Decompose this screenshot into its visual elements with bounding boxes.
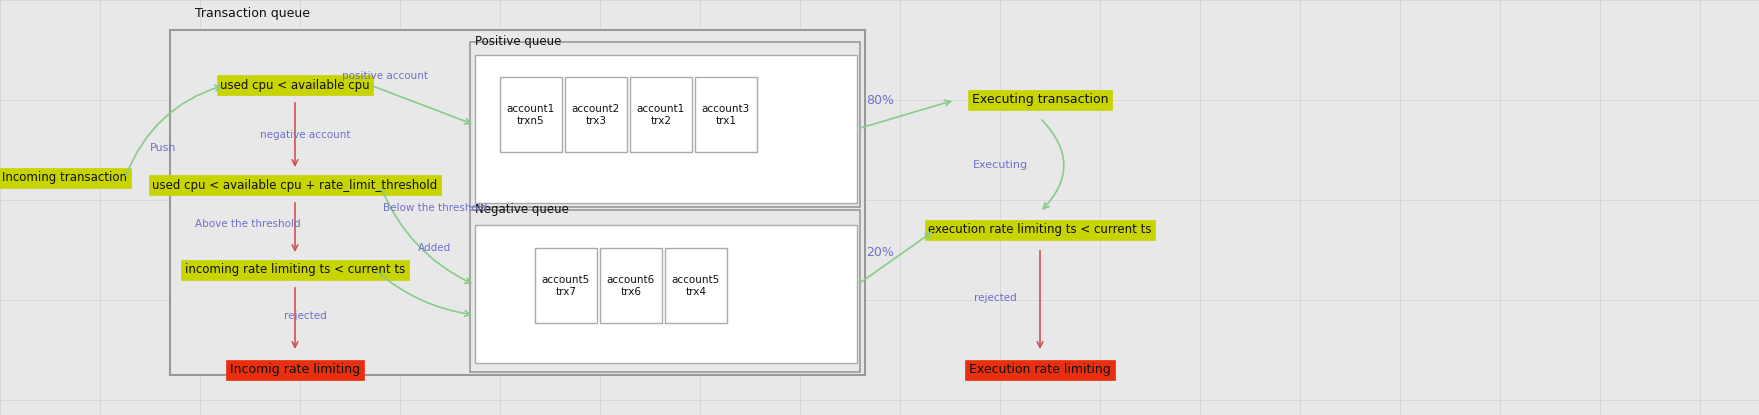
Bar <box>500 78 561 152</box>
Text: account3
trx1: account3 trx1 <box>702 104 749 126</box>
Text: account1
trx2: account1 trx2 <box>637 104 684 126</box>
Text: Incomig rate limiting: Incomig rate limiting <box>230 364 361 376</box>
Text: Below the threshold: Below the threshold <box>383 203 487 213</box>
Bar <box>470 210 860 372</box>
Text: positive account: positive account <box>341 71 427 81</box>
Bar <box>475 55 857 203</box>
Text: 20%: 20% <box>865 247 894 259</box>
Text: Positive queue: Positive queue <box>475 35 561 48</box>
Bar <box>470 42 860 207</box>
Text: account5
trx4: account5 trx4 <box>672 275 719 297</box>
Text: Executing transaction: Executing transaction <box>971 93 1108 107</box>
Text: Executing: Executing <box>973 160 1027 170</box>
Text: Push: Push <box>150 143 176 153</box>
Text: Added: Added <box>419 243 452 253</box>
Bar <box>535 249 596 324</box>
Text: execution rate limiting ts < current ts: execution rate limiting ts < current ts <box>929 224 1152 237</box>
Bar <box>630 78 691 152</box>
Text: Transaction queue: Transaction queue <box>195 7 310 20</box>
Text: negative account: negative account <box>260 130 350 140</box>
Text: 80%: 80% <box>865 93 894 107</box>
Bar <box>600 249 661 324</box>
Text: account2
trx3: account2 trx3 <box>572 104 621 126</box>
Text: rejected: rejected <box>283 311 327 321</box>
Text: Above the threshold: Above the threshold <box>195 219 301 229</box>
Text: account5
trx7: account5 trx7 <box>542 275 589 297</box>
Text: Incoming transaction: Incoming transaction <box>2 171 127 185</box>
Text: Negative queue: Negative queue <box>475 203 568 216</box>
Bar <box>171 30 865 375</box>
Text: rejected: rejected <box>974 293 1017 303</box>
Bar <box>665 249 726 324</box>
Text: used cpu < available cpu: used cpu < available cpu <box>220 78 369 91</box>
Bar <box>565 78 626 152</box>
Text: incoming rate limiting ts < current ts: incoming rate limiting ts < current ts <box>185 264 405 276</box>
Text: account1
trxn5: account1 trxn5 <box>507 104 556 126</box>
Text: used cpu < available cpu + rate_limit_threshold: used cpu < available cpu + rate_limit_th… <box>153 178 438 191</box>
Bar <box>695 78 756 152</box>
Bar <box>475 225 857 363</box>
Text: Execution rate limiting: Execution rate limiting <box>969 364 1112 376</box>
Text: account6
trx6: account6 trx6 <box>607 275 654 297</box>
